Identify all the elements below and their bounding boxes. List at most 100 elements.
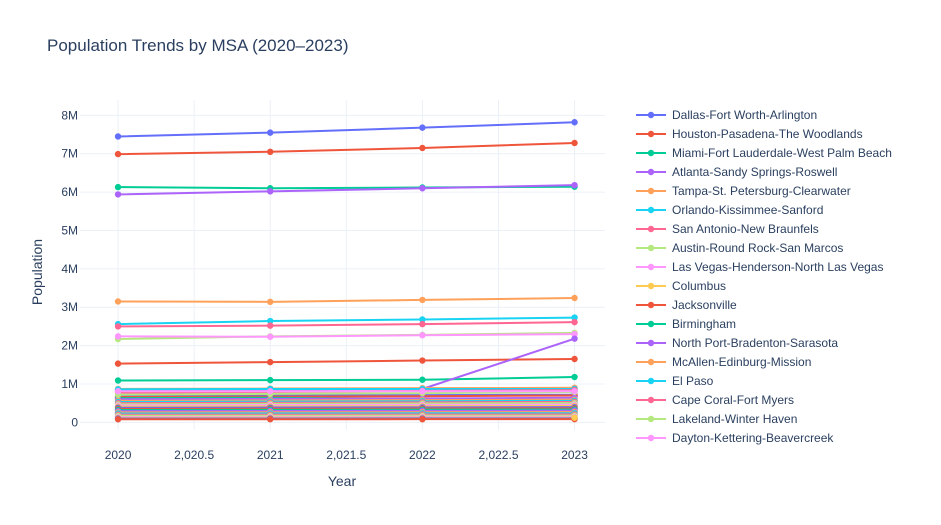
legend-swatch-marker: [647, 149, 655, 157]
series-tampa-st-petersburg-clearwater-point: [571, 294, 578, 302]
x-tick-label: 2,021.5: [326, 448, 366, 462]
series-san-antonio-new-braunfels-line: [118, 321, 575, 328]
x-tick-label: 2020: [105, 448, 132, 462]
background-series-line: [118, 398, 575, 402]
legend-item-tampa-st-petersburg-clearwater[interactable]: Tampa-St. Petersburg-Clearwater: [636, 184, 851, 198]
series-atlanta-sandy-springs-roswell-point: [267, 188, 274, 195]
legend-label: Columbus: [672, 279, 726, 293]
legend-item-lakeland-winter-haven[interactable]: Lakeland-Winter Haven: [636, 412, 797, 426]
x-tick-label: 2,022.5: [478, 448, 518, 462]
series-las-vegas-henderson-north-las-vegas-point: [419, 332, 426, 339]
legend-item-houston-pasadena-the-woodlands[interactable]: Houston-Pasadena-The Woodlands: [636, 127, 863, 141]
background-series-point: [267, 416, 274, 423]
series-san-antonio-new-braunfels-point: [267, 322, 274, 329]
y-tick-label: 1M: [61, 377, 78, 391]
background-series-line: [118, 399, 575, 403]
legend[interactable]: Dallas-Fort Worth-Arlington Houston-Pasad…: [636, 108, 892, 445]
series-dallas-fort-worth-arlington-point: [419, 124, 426, 131]
legend-item-north-port-bradenton-sarasota[interactable]: North Port-Bradenton-Sarasota: [636, 336, 838, 350]
series-jacksonville-point: [114, 360, 122, 367]
legend-label: North Port-Bradenton-Sarasota: [672, 336, 838, 350]
x-tick-label: 2023: [561, 448, 588, 462]
legend-label: San Antonio-New Braunfels: [672, 222, 819, 236]
series-dallas-fort-worth-arlington-point: [571, 119, 578, 126]
background-series-point: [114, 416, 122, 423]
legend-swatch-marker: [647, 244, 655, 252]
background-series-line: [118, 407, 575, 410]
series-columbus-point: [571, 414, 578, 421]
background-series-line: [118, 396, 575, 401]
legend-item-dayton-kettering-beavercreek[interactable]: Dayton-Kettering-Beavercreek: [636, 431, 834, 445]
series-dayton-kettering-beavercreek-point: [114, 388, 122, 395]
background-series-line: [118, 408, 575, 412]
legend-swatch-marker: [647, 187, 655, 195]
legend-item-austin-round-rock-san-marcos[interactable]: Austin-Round Rock-San Marcos: [636, 241, 843, 255]
series-dayton-kettering-beavercreek-point: [419, 388, 426, 395]
legend-item-las-vegas-henderson-north-las-vegas[interactable]: Las Vegas-Henderson-North Las Vegas: [636, 260, 883, 274]
y-tick-label: 0: [71, 415, 78, 429]
series-birmingham-line: [118, 376, 575, 382]
legend-swatch-marker: [647, 282, 655, 290]
series-birmingham-point: [571, 373, 578, 381]
series-tampa-st-petersburg-clearwater-point: [114, 298, 122, 305]
legend-item-el-paso[interactable]: El Paso: [636, 374, 714, 388]
legend-item-orlando-kissimmee-sanford[interactable]: Orlando-Kissimmee-Sanford: [636, 203, 823, 217]
background-series-line: [118, 403, 575, 407]
series-birmingham-point: [267, 376, 274, 384]
series-las-vegas-henderson-north-las-vegas-point: [114, 333, 122, 340]
legend-item-mcallen-edinburg-mission[interactable]: McAllen-Edinburg-Mission: [636, 355, 811, 369]
chart-title: Population Trends by MSA (2020–2023): [47, 36, 348, 55]
legend-swatch-marker: [647, 263, 655, 271]
background-series-line: [118, 400, 575, 405]
y-tick-label: 2M: [61, 339, 78, 353]
legend-swatch-marker: [647, 168, 655, 176]
series-birmingham-point: [419, 376, 426, 383]
legend-swatch-marker: [647, 130, 655, 138]
y-tick-label: 4M: [61, 262, 78, 276]
grid-lines: [80, 100, 605, 430]
legend-item-columbus[interactable]: Columbus: [636, 279, 726, 293]
series-houston-pasadena-the-woodlands-point: [114, 150, 122, 158]
legend-item-miami-fort-lauderdale-west-palm-beach[interactable]: Miami-Fort Lauderdale-West Palm Beach: [636, 146, 892, 160]
background-series-line: [118, 394, 575, 398]
series-jacksonville-point: [571, 355, 578, 363]
background-series-line: [118, 406, 575, 409]
series-birmingham-point: [114, 377, 122, 384]
background-series-group: [114, 391, 578, 423]
legend-item-birmingham[interactable]: Birmingham: [636, 317, 736, 331]
legend-swatch-marker: [647, 434, 655, 442]
background-series-line: [118, 402, 575, 406]
x-tick-label: 2022: [409, 448, 436, 462]
legend-swatch-marker: [647, 358, 655, 366]
y-tick-label: 5M: [61, 223, 78, 237]
series-houston-pasadena-the-woodlands-point: [267, 148, 274, 156]
legend-item-atlanta-sandy-springs-roswell[interactable]: Atlanta-Sandy Springs-Roswell: [636, 165, 837, 179]
series-houston-pasadena-the-woodlands-line: [118, 141, 575, 156]
legend-swatch-marker: [647, 320, 655, 328]
legend-label: Las Vegas-Henderson-North Las Vegas: [672, 260, 883, 274]
legend-item-dallas-fort-worth-arlington[interactable]: Dallas-Fort Worth-Arlington: [636, 108, 817, 122]
legend-item-san-antonio-new-braunfels[interactable]: San Antonio-New Braunfels: [636, 222, 819, 236]
legend-label: Houston-Pasadena-The Woodlands: [672, 127, 863, 141]
series-lakeland-winter-haven-line: [118, 391, 575, 396]
series-jacksonville-point: [267, 358, 274, 366]
legend-item-jacksonville[interactable]: Jacksonville: [636, 298, 737, 312]
series-houston-pasadena-the-woodlands-point: [571, 139, 578, 147]
series-north-port-bradenton-sarasota-point: [571, 335, 578, 342]
series-tampa-st-petersburg-clearwater-point: [267, 298, 274, 306]
legend-swatch-marker: [647, 377, 655, 385]
legend-swatch-marker: [647, 111, 655, 119]
x-axis-title: Year: [328, 473, 357, 489]
background-series-point: [419, 415, 426, 423]
series-las-vegas-henderson-north-las-vegas-point: [571, 330, 578, 338]
legend-label: McAllen-Edinburg-Mission: [672, 355, 811, 369]
legend-label: Orlando-Kissimmee-Sanford: [672, 203, 823, 217]
legend-label: Cape Coral-Fort Myers: [672, 393, 794, 407]
legend-swatch-marker: [647, 206, 655, 214]
legend-item-cape-coral-fort-myers[interactable]: Cape Coral-Fort Myers: [636, 393, 794, 407]
legend-label: Tampa-St. Petersburg-Clearwater: [672, 184, 851, 198]
series-tampa-st-petersburg-clearwater-line: [118, 297, 575, 303]
legend-swatch-marker: [647, 339, 655, 347]
legend-label: Atlanta-Sandy Springs-Roswell: [672, 165, 837, 179]
